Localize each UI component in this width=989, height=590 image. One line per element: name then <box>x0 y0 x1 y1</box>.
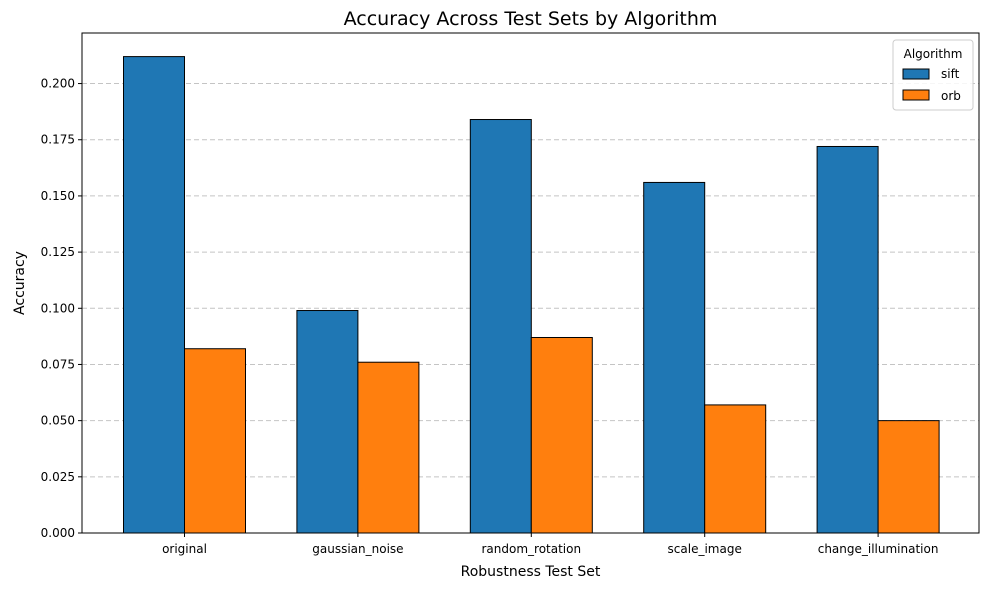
x-tick-label: change_illumination <box>818 542 939 556</box>
y-tick-label: 0.200 <box>41 77 75 91</box>
x-tick-label: original <box>162 542 207 556</box>
y-tick-label: 0.150 <box>41 189 75 203</box>
x-tick-label: gaussian_noise <box>312 542 403 556</box>
legend-swatch-orb <box>902 89 930 101</box>
y-tick-label: 0.075 <box>41 357 75 371</box>
x-axis-title: Robustness Test Set <box>461 564 601 580</box>
legend-swatch-sift <box>902 68 930 80</box>
x-tick-label: scale_image <box>668 542 742 556</box>
bar-sift-gaussian_noise <box>296 310 359 534</box>
bar-orb-original <box>184 348 246 534</box>
y-tick-label: 0.125 <box>41 245 75 259</box>
plot-frame <box>81 32 980 534</box>
chart-title: Accuracy Across Test Sets by Algorithm <box>344 8 718 30</box>
bar-sift-original <box>123 56 185 534</box>
legend-label-orb: orb <box>941 89 961 103</box>
bar-orb-random_rotation <box>530 336 593 534</box>
bar-sift-random_rotation <box>469 119 532 534</box>
y-tick-label: 0.000 <box>41 526 75 540</box>
y-axis-title: Accuracy <box>12 251 28 315</box>
bar-orb-gaussian_noise <box>357 361 420 534</box>
y-tick-label: 0.050 <box>41 414 75 428</box>
bars <box>123 56 940 534</box>
y-tick-label: 0.175 <box>41 133 75 147</box>
x-tick-label: random_rotation <box>481 542 581 556</box>
y-tick-label: 0.025 <box>41 470 75 484</box>
legend: Algorithm sift orb <box>892 39 974 111</box>
bar-sift-change_illumination <box>816 145 879 534</box>
y-axis: 0.000 0.025 0.050 0.075 0.100 0.125 0.150 0.175… <box>41 77 82 540</box>
y-tick-label: 0.100 <box>41 301 75 315</box>
bar-sift-scale_image <box>643 181 706 534</box>
x-axis: original gaussian_noise random_rotation sca… <box>162 533 938 556</box>
bar-orb-scale_image <box>704 404 767 534</box>
legend-title: Algorithm <box>904 47 963 61</box>
legend-label-sift: sift <box>941 67 960 81</box>
bar-orb-change_illumination <box>877 420 940 534</box>
